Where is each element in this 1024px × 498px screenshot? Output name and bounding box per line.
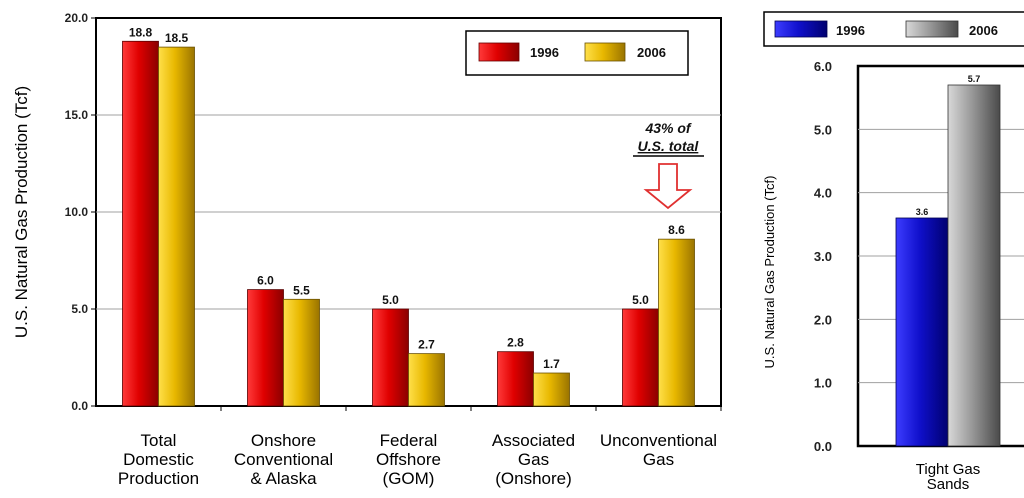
- bar-2006-cat-4: [658, 238, 695, 407]
- value-label-2006-cat-0: 18.5: [165, 31, 189, 45]
- value-label-2006-cat-3: 1.7: [543, 357, 560, 371]
- legend-label-2006-right: 2006: [969, 23, 998, 38]
- right-legend: 1996 2006: [763, 11, 1024, 47]
- left-legend: 1996 2006: [465, 30, 689, 76]
- right-value-label-2006: 5.7: [968, 74, 981, 84]
- left-chart: 0.0 5.0 10.0 15.0 20.0 18.8 18.5 6.0 5.5 5.0 2.7 2…: [12, 11, 722, 488]
- value-label-2006-cat-1: 5.5: [293, 283, 310, 297]
- bar-1996-cat-0: [122, 40, 159, 407]
- category-label-0: Total Domestic Production: [118, 431, 199, 488]
- left-y-tick-label: 20.0: [65, 11, 89, 25]
- right-y-tick-label: 3.0: [814, 249, 832, 264]
- right-y-tick-label: 2.0: [814, 312, 832, 327]
- right-y-tick-label: 1.0: [814, 376, 832, 391]
- bar-2006-cat-2: [408, 353, 445, 407]
- right-y-axis-title: U.S. Natural Gas Production (Tcf): [762, 176, 777, 369]
- legend-swatch-2006: [584, 42, 626, 62]
- legend-label-1996-right: 1996: [836, 23, 865, 38]
- bar-2006-cat-1: [283, 298, 320, 407]
- category-label-3: Associated Gas (Onshore): [492, 431, 575, 488]
- left-y-tick-label: 10.0: [65, 205, 89, 219]
- right-chart: 1996 2006 0.0 1.0 2.0 3.0 4.0 5.0 6.0 3.6 5.7 T…: [762, 11, 1024, 493]
- value-label-2006-cat-2: 2.7: [418, 338, 435, 352]
- value-label-2006-cat-4: 8.6: [668, 223, 685, 237]
- value-label-1996-cat-3: 2.8: [507, 336, 524, 350]
- left-y-tick-label: 15.0: [65, 108, 89, 122]
- value-label-1996-cat-2: 5.0: [382, 293, 399, 307]
- right-value-label-1996: 3.6: [916, 207, 929, 217]
- annotation-line-1: 43% of: [644, 120, 691, 136]
- bar-1996-cat-2: [372, 308, 409, 407]
- legend-swatch-1996: [478, 42, 520, 62]
- right-bar-1996: [895, 217, 949, 447]
- right-y-tick-label: 4.0: [814, 186, 832, 201]
- value-label-1996-cat-0: 18.8: [129, 25, 153, 39]
- share-annotation: 43% of U.S. total: [633, 120, 704, 210]
- bar-1996-cat-4: [622, 308, 659, 407]
- bar-2006-cat-3: [533, 372, 570, 407]
- value-label-1996-cat-4: 5.0: [632, 293, 649, 307]
- right-y-tick-label: 0.0: [814, 439, 832, 454]
- left-y-axis-title: U.S. Natural Gas Production (Tcf): [12, 86, 31, 338]
- right-bar-2006: [947, 84, 1001, 447]
- right-y-tick-label: 6.0: [814, 59, 832, 74]
- value-label-1996-cat-1: 6.0: [257, 274, 274, 288]
- left-y-tick-label: 5.0: [71, 302, 88, 316]
- category-label-4: Unconventional Gas: [600, 431, 717, 469]
- bar-1996-cat-3: [497, 351, 534, 407]
- left-y-tick-label: 0.0: [71, 399, 88, 413]
- right-category-label: Tight Gas Sands: [916, 461, 980, 493]
- right-y-tick-label: 5.0: [814, 122, 832, 137]
- category-label-1: Onshore Conventional & Alaska: [234, 431, 333, 488]
- legend-swatch-1996-right: [774, 20, 828, 38]
- down-arrow-icon: [643, 163, 693, 210]
- bar-1996-cat-1: [247, 289, 284, 407]
- annotation-line-2: U.S. total: [638, 138, 700, 154]
- category-label-2: Federal Offshore (GOM): [376, 431, 441, 488]
- legend-label-1996: 1996: [530, 45, 559, 60]
- legend-label-2006: 2006: [637, 45, 666, 60]
- legend-swatch-2006-right: [905, 20, 959, 38]
- bar-2006-cat-0: [158, 46, 195, 407]
